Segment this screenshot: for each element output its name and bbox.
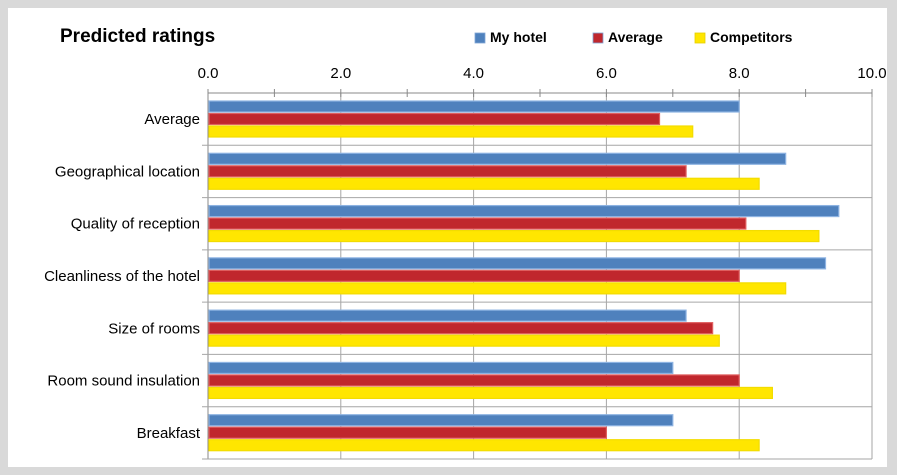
category-label: Geographical location [55, 163, 200, 180]
x-tick-label: 4.0 [463, 65, 484, 82]
legend-swatch-competitors [694, 32, 706, 44]
bar-competitors [208, 177, 760, 190]
x-tick-label: 8.0 [729, 65, 750, 82]
bar-average [208, 112, 661, 126]
bar-my-hotel [208, 152, 787, 165]
bar-average [208, 217, 747, 230]
bar-average [208, 374, 740, 387]
bar-competitors [208, 334, 720, 347]
bar-average [208, 322, 714, 335]
x-tick-label: 2.0 [330, 65, 351, 82]
bar-average [208, 426, 607, 439]
bar-competitors [208, 386, 774, 400]
bar-my-hotel [208, 309, 687, 322]
chart-frame: Predicted ratings My hotel Average Competi… [8, 8, 887, 467]
bar-average [208, 269, 740, 282]
category-label: Average [144, 111, 200, 128]
bar-average [208, 165, 687, 178]
legend-swatch-my-hotel [474, 32, 486, 44]
legend-label-competitors: Competitors [710, 29, 793, 45]
bar-chart: Predicted ratings My hotel Average Competi… [44, 26, 887, 460]
bar-my-hotel [208, 204, 840, 218]
gridlines [202, 89, 873, 460]
category-label: Room sound insulation [47, 373, 200, 390]
bars [208, 100, 840, 452]
legend-label-average: Average [608, 29, 663, 45]
x-tick-label: 6.0 [596, 65, 617, 82]
legend: My hotel Average Competitors [474, 29, 793, 45]
bar-competitors [208, 282, 787, 295]
bar-my-hotel [208, 257, 827, 270]
category-label: Size of rooms [108, 320, 200, 337]
legend-label-my-hotel: My hotel [490, 29, 547, 45]
x-tick-label: 10.0 [857, 65, 886, 82]
legend-swatch-average [592, 32, 604, 44]
bar-competitors [208, 125, 694, 138]
bar-my-hotel [208, 414, 674, 427]
x-axis-ticks: 0.0 2.0 4.0 6.0 8.0 10.0 [198, 65, 887, 82]
bar-my-hotel [208, 361, 674, 375]
chart-title: Predicted ratings [60, 26, 215, 47]
category-label: Quality of reception [71, 216, 200, 233]
bar-my-hotel [208, 100, 740, 113]
category-label: Cleanliness of the hotel [44, 268, 200, 285]
bar-competitors [208, 229, 820, 243]
category-label: Breakfast [137, 425, 201, 442]
x-tick-label: 0.0 [198, 65, 219, 82]
category-labels: Average Geographical location Quality of r… [44, 111, 201, 442]
bar-competitors [208, 439, 760, 452]
